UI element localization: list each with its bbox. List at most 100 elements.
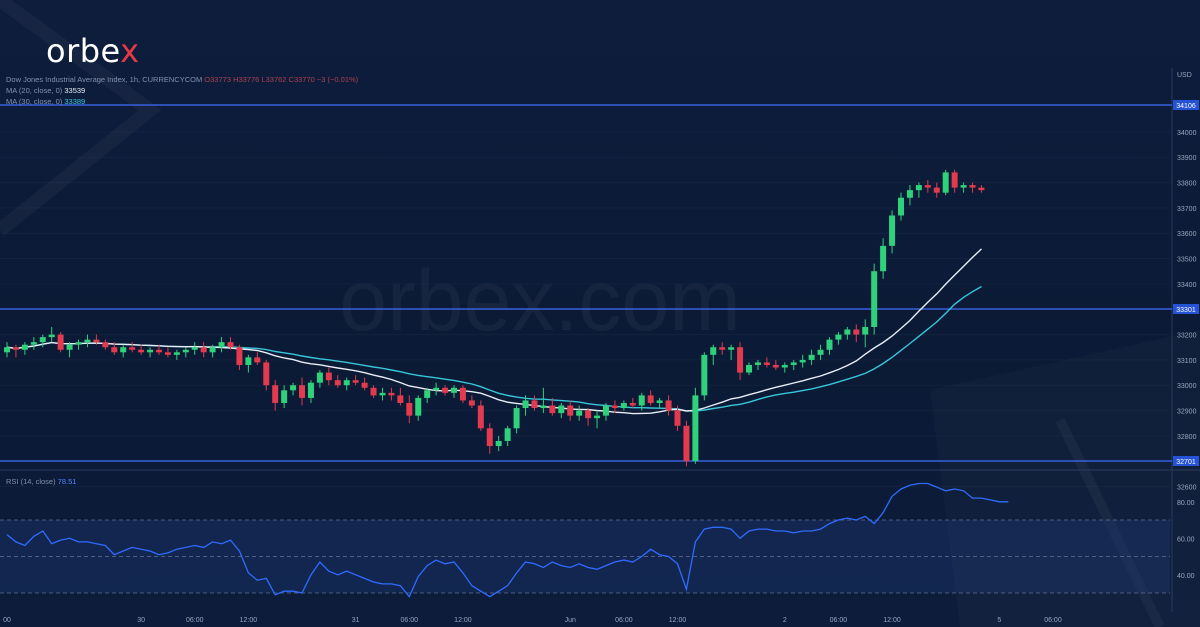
candle <box>486 428 493 447</box>
candle <box>701 354 708 396</box>
x-tick-label: 06:00 <box>830 617 848 624</box>
candle <box>433 387 440 391</box>
candle <box>12 347 19 350</box>
candle <box>576 410 583 416</box>
candle <box>620 402 627 409</box>
x-tick-label: 5 <box>997 617 1001 624</box>
legend-ma30: MA (30, close, 0) 33389 <box>6 97 86 106</box>
y-tick-label: 32600 <box>1177 485 1197 492</box>
ma20-line <box>6 248 982 415</box>
candle <box>209 347 216 353</box>
y-tick-label: 32900 <box>1177 409 1197 416</box>
candle <box>665 400 672 411</box>
candle <box>602 405 609 416</box>
candle <box>236 347 243 365</box>
candle <box>93 339 100 343</box>
candle <box>84 339 91 343</box>
level-price-label: 32701 <box>1176 459 1196 466</box>
x-tick-label: 30 <box>137 617 145 624</box>
candle <box>370 387 377 396</box>
candle <box>147 349 154 353</box>
candle <box>451 387 457 393</box>
x-tick-label: 06:00 <box>615 617 633 624</box>
candle <box>567 405 574 416</box>
candle <box>272 385 279 403</box>
candle <box>719 347 726 350</box>
candle <box>638 395 645 406</box>
candle <box>352 380 359 383</box>
legend-rsi: RSI (14, close) 78.51 <box>6 477 77 486</box>
candle <box>290 385 297 391</box>
candle <box>960 185 967 188</box>
candle <box>75 342 82 345</box>
candle <box>558 405 565 414</box>
rsi-tick-label: 80.00 <box>1177 500 1195 507</box>
candle <box>111 347 118 353</box>
legend-symbol: Dow Jones Industrial Average Index, 1h, … <box>6 75 359 84</box>
orbex-logo: orbex <box>46 32 140 70</box>
candle <box>48 334 55 338</box>
level-price-tag <box>1173 456 1199 466</box>
candle <box>674 410 681 426</box>
rsi-tick-label: 40.00 <box>1177 573 1195 580</box>
candle <box>969 185 976 188</box>
candle <box>307 382 314 398</box>
candle <box>754 362 761 365</box>
candle <box>549 405 556 414</box>
candle <box>334 380 341 386</box>
candle <box>781 364 788 368</box>
x-tick-label: 06:00 <box>1044 617 1062 624</box>
candle <box>415 397 422 416</box>
candle <box>120 347 127 353</box>
x-tick-label: 06:00 <box>186 617 204 624</box>
y-tick-label: 33800 <box>1177 181 1197 188</box>
rsi-tick-label: 60.00 <box>1177 536 1195 543</box>
x-tick-label: Jun <box>565 617 576 624</box>
candle <box>173 352 180 355</box>
legend-ma20: MA (20, close, 0) 33539 <box>6 86 86 95</box>
candle <box>299 385 306 398</box>
candle <box>835 334 842 340</box>
y-tick-label: 32800 <box>1177 434 1197 441</box>
currency-label: USD <box>1177 72 1192 79</box>
y-tick-label: 33000 <box>1177 383 1197 390</box>
candle <box>459 387 466 401</box>
candle <box>629 402 636 406</box>
candle <box>933 187 940 193</box>
candle <box>227 342 234 348</box>
candle <box>763 362 770 365</box>
candle <box>57 334 64 350</box>
candle <box>325 372 332 381</box>
candle <box>880 245 887 272</box>
candle <box>585 410 592 419</box>
candle <box>924 185 931 188</box>
candle <box>495 440 502 447</box>
level-price-label: 34106 <box>1176 103 1196 110</box>
candle <box>200 347 207 353</box>
candle <box>164 352 171 355</box>
y-tick-label: 33200 <box>1177 333 1197 340</box>
candle <box>799 359 806 363</box>
candle <box>343 380 350 386</box>
candle <box>254 357 261 363</box>
x-tick-label: 00 <box>3 617 11 624</box>
candle <box>862 326 869 335</box>
bg-stroke <box>0 0 162 236</box>
candle <box>138 349 145 353</box>
candle <box>39 337 46 343</box>
candle <box>155 349 162 353</box>
x-tick-label: 12:00 <box>454 617 472 624</box>
candle <box>379 392 386 396</box>
y-tick-label: 34000 <box>1177 130 1197 137</box>
y-tick-label: 33900 <box>1177 155 1197 162</box>
candle <box>316 372 323 383</box>
candle <box>424 390 431 398</box>
candle <box>468 400 475 406</box>
candle <box>889 215 896 246</box>
candle <box>442 387 449 393</box>
candle <box>281 390 288 403</box>
candle <box>504 428 511 441</box>
candle <box>4 347 10 353</box>
x-tick-label: 12:00 <box>240 617 258 624</box>
